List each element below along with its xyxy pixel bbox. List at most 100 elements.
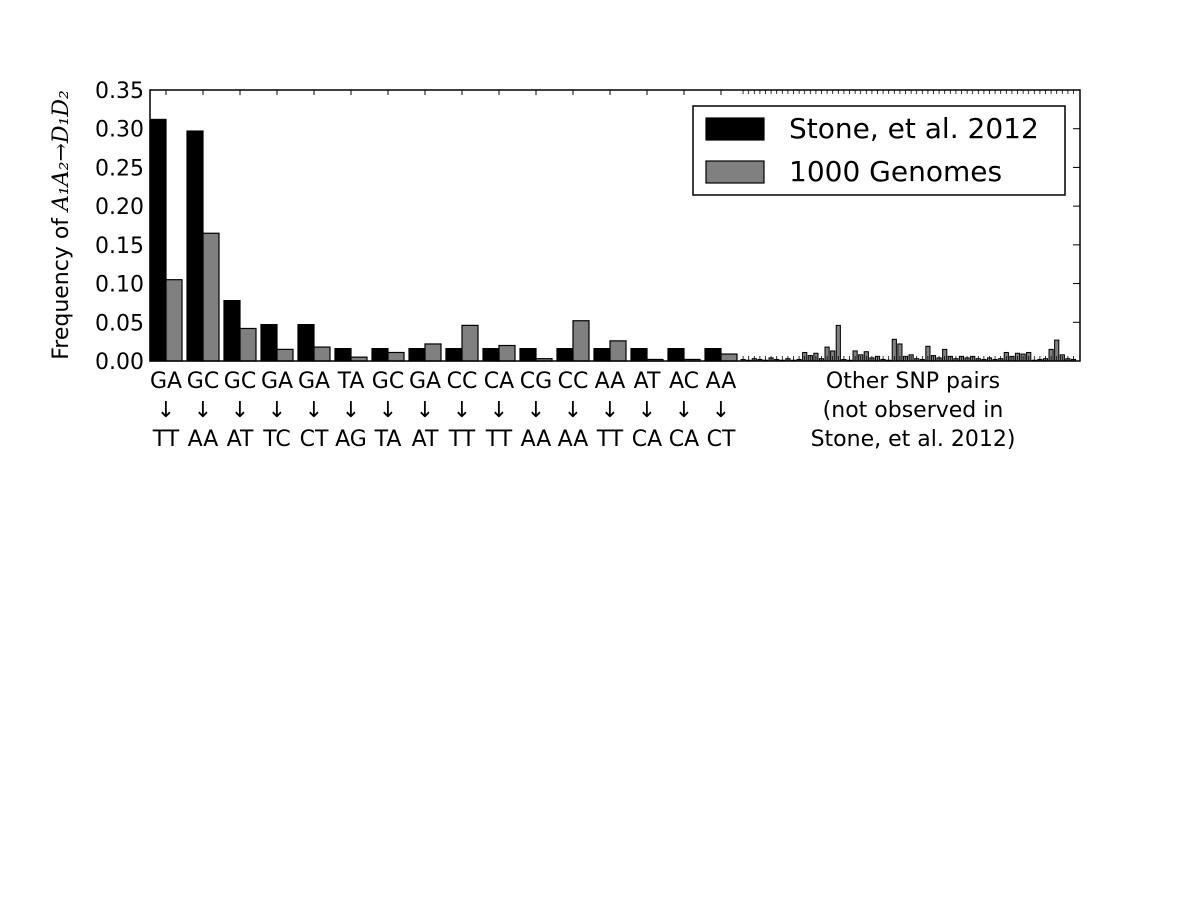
y-tick-label: 0.10 [95, 273, 144, 298]
category-from-label: GA [261, 369, 293, 394]
bar-genomes-1 [202, 232, 220, 362]
category-to-label: CA [669, 427, 699, 452]
bar-stone-13 [630, 348, 648, 362]
category-to-label: TT [596, 427, 624, 452]
category-arrow: ↓ [342, 398, 360, 423]
category-labels: GA ↓ TT GC ↓ AA GC ↓ AT GA ↓ TC GA ↓ CT TA ↓ AG GC ↓ TA GA ↓ AT… [150, 369, 736, 452]
category-from-label: GA [298, 369, 330, 394]
category-from-label: CG [520, 369, 552, 394]
other-label-line-2: Stone, et al. 2012) [811, 427, 1016, 452]
category-from-label: GA [409, 369, 441, 394]
category-to-label: CA [632, 427, 662, 452]
y-axis-label-prefix: Frequency of [49, 211, 74, 360]
category-to-label: TT [448, 427, 476, 452]
category-from-label: AA [706, 369, 737, 394]
category-from-label: TA [337, 369, 365, 394]
bar-genomes-8 [461, 324, 479, 362]
category-from-label: AA [595, 369, 626, 394]
bar-stone-9 [482, 348, 500, 362]
category-to-label: TT [152, 427, 180, 452]
category-arrow: ↓ [675, 398, 693, 423]
bar-other-genomes-17 [835, 324, 841, 362]
bar-stone-12 [593, 348, 611, 362]
other-snp-pairs-label: Other SNP pairs (not observed in Stone, et… [811, 369, 1016, 452]
bar-stone-14 [667, 348, 685, 362]
category-arrow: ↓ [490, 398, 508, 423]
category-arrow: ↓ [379, 398, 397, 423]
legend: Stone, et al. 2012 1000 Genomes [692, 105, 1066, 196]
legend-label-1: 1000 Genomes [789, 155, 1002, 188]
category-from-label: GA [150, 369, 182, 394]
bar-genomes-9 [498, 344, 516, 362]
y-tick-label: 0.35 [95, 79, 144, 104]
category-to-label: AA [558, 427, 589, 452]
category-to-label: AG [335, 427, 367, 452]
bar-stone-10 [519, 348, 537, 362]
category-from-label: AC [669, 369, 699, 394]
category-to-label: AT [412, 427, 439, 452]
plot-frame [149, 89, 1081, 362]
bar-genomes-0 [165, 279, 183, 362]
category-from-label: GC [372, 369, 404, 394]
category-arrow: ↓ [268, 398, 286, 423]
category-to-label: AT [227, 427, 254, 452]
bar-genomes-11 [572, 320, 590, 362]
category-arrow: ↓ [638, 398, 656, 423]
bar-stone-6 [371, 348, 389, 362]
category-from-label: GC [224, 369, 256, 394]
y-ticks: 0.00 0.05 0.10 0.15 0.20 0.25 0.30 0.35 [95, 79, 1080, 375]
category-to-label: TA [374, 427, 402, 452]
bar-genomes-3 [276, 348, 294, 362]
bar-stone-4 [297, 324, 315, 362]
y-axis-label: Frequency of A₁A₂→D₁D₂ [49, 90, 74, 360]
bar-genomes-4 [313, 346, 331, 362]
bar-genomes-7 [424, 343, 442, 362]
category-arrow: ↓ [305, 398, 323, 423]
bar-stone-2 [223, 300, 241, 362]
y-tick-label: 0.25 [95, 156, 144, 181]
y-tick-label: 0.05 [95, 311, 144, 336]
category-to-label: CT [300, 427, 329, 452]
other-label-line-1: (not observed in [823, 398, 1004, 423]
bar-stone-5 [334, 348, 352, 362]
y-tick-label: 0.30 [95, 118, 144, 143]
bar-stone-0 [149, 118, 167, 362]
category-from-label: CA [484, 369, 514, 394]
plot-border [149, 89, 1081, 362]
other-label-line-0: Other SNP pairs [826, 369, 1000, 394]
category-arrow: ↓ [231, 398, 249, 423]
bar-stone-7 [408, 348, 426, 362]
svg-text:Frequency of A₁A₂→D₁D₂: Frequency of A₁A₂→D₁D₂ [49, 90, 74, 360]
x-ticks [165, 90, 1074, 361]
category-arrow: ↓ [194, 398, 212, 423]
category-arrow: ↓ [601, 398, 619, 423]
category-arrow: ↓ [564, 398, 582, 423]
category-arrow: ↓ [157, 398, 175, 423]
category-arrow: ↓ [712, 398, 730, 423]
bar-stone-8 [445, 348, 463, 362]
y-axis-label-math: A₁A₂→D₁D₂ [49, 90, 74, 213]
category-to-label: AA [188, 427, 219, 452]
bar-stone-1 [186, 130, 204, 362]
bar-stone-11 [556, 348, 574, 362]
legend-swatch-1 [705, 160, 765, 184]
category-to-label: TC [262, 427, 291, 452]
bar-genomes-6 [387, 351, 405, 362]
category-arrow: ↓ [453, 398, 471, 423]
legend-swatch-0 [705, 117, 765, 141]
bar-stone-15 [704, 348, 722, 362]
category-to-label: CT [707, 427, 736, 452]
category-arrow: ↓ [416, 398, 434, 423]
category-to-label: TT [485, 427, 513, 452]
category-from-label: AT [634, 369, 661, 394]
y-tick-label: 0.15 [95, 234, 144, 259]
y-tick-label: 0.20 [95, 195, 144, 220]
bar-genomes-2 [239, 327, 257, 362]
category-to-label: AA [521, 427, 552, 452]
category-from-label: CC [558, 369, 589, 394]
legend-label-0: Stone, et al. 2012 [789, 112, 1039, 145]
bar-genomes-15 [720, 353, 738, 362]
y-tick-label: 0.00 [95, 350, 144, 375]
category-arrow: ↓ [527, 398, 545, 423]
